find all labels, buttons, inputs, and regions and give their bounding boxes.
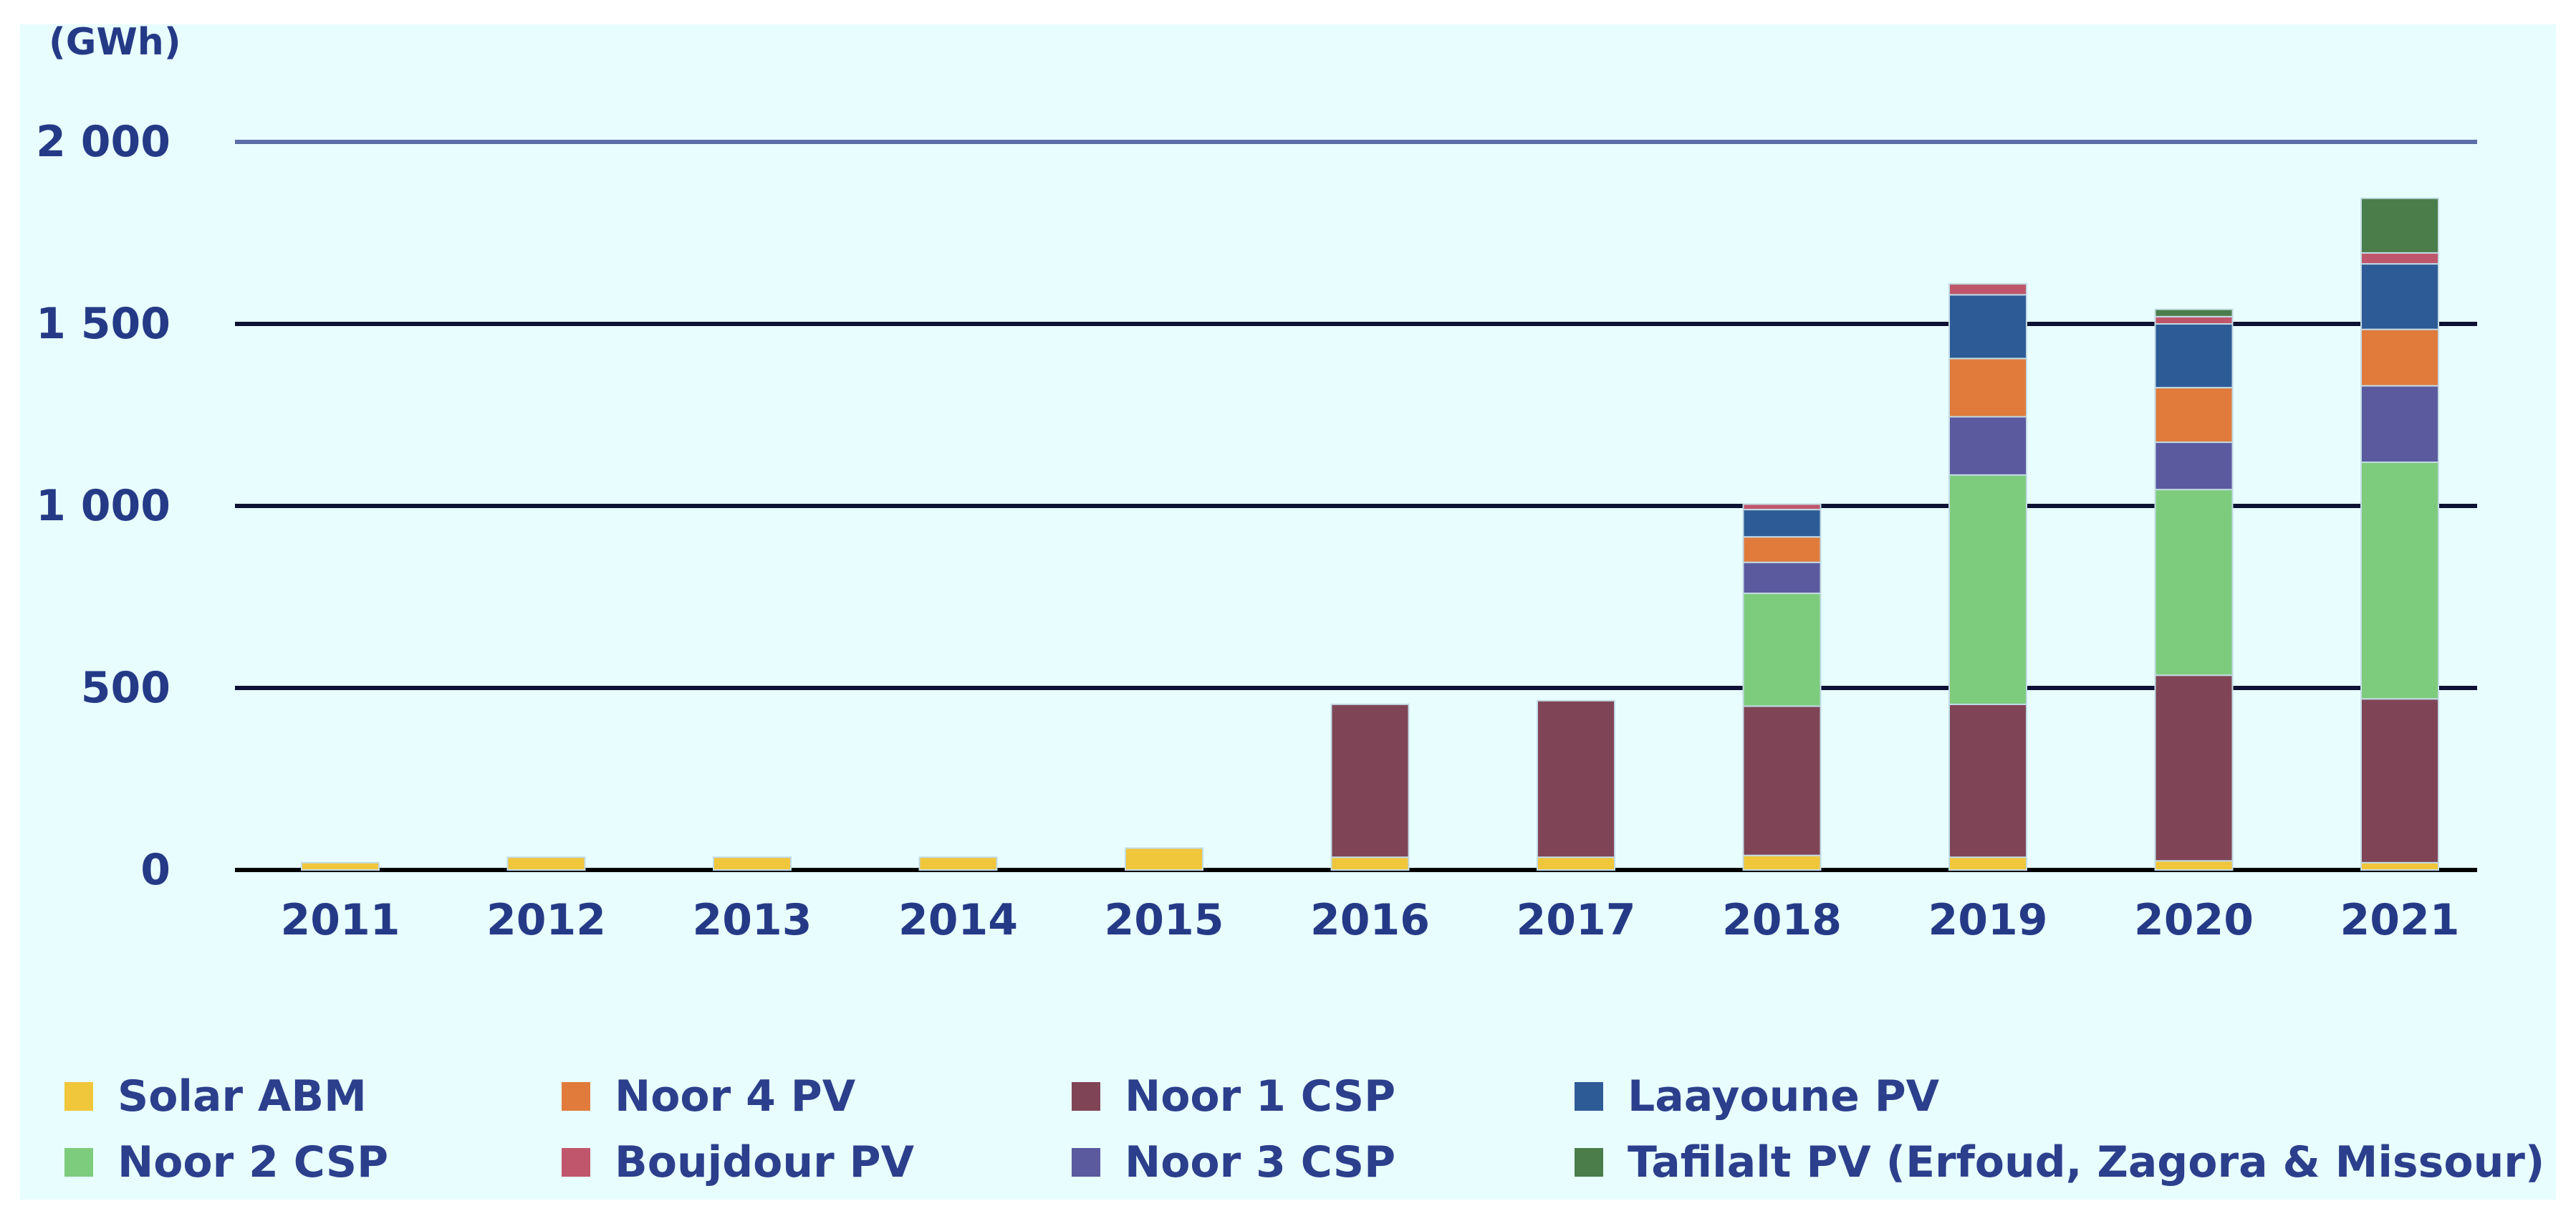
legend-label: Tafilalt PV (Erfoud, Zagora & Missour) (1628, 1137, 2544, 1187)
bar-segment (1742, 561, 1822, 594)
bar-segment (1948, 703, 2027, 859)
bar-segment (2360, 385, 2439, 464)
legend-item: Noor 3 CSP (1072, 1137, 1395, 1187)
x-tick-label: 2012 (486, 895, 606, 945)
bar-segment (1742, 503, 1822, 511)
bar-segment (2360, 328, 2439, 387)
bar-segment (2154, 386, 2234, 444)
bar-segment (2154, 315, 2234, 325)
bar-segment (1948, 856, 2027, 871)
bar-segment (713, 856, 792, 871)
bar-segment (2360, 263, 2439, 330)
bar-segment (2154, 489, 2234, 676)
y-tick-label: 1 000 (36, 481, 170, 531)
x-tick-label: 2017 (1517, 895, 1636, 945)
x-tick-label: 2016 (1310, 895, 1430, 945)
legend-label: Noor 1 CSP (1125, 1071, 1395, 1122)
bar-segment (918, 856, 998, 871)
legend-swatch (562, 1148, 590, 1177)
y-tick-labels: 0 500 1 000 1 500 2 000 (36, 117, 170, 895)
bar-segment (1948, 474, 2027, 705)
bar-segment (506, 856, 586, 871)
x-tick-label: 2015 (1105, 895, 1224, 945)
legend-swatch (64, 1082, 93, 1111)
x-tick-label: 2013 (693, 895, 812, 945)
legend-label: Solar ABM (117, 1071, 367, 1122)
legend-item: Noor 2 CSP (64, 1137, 388, 1187)
legend-item: Noor 4 PV (562, 1071, 856, 1122)
legend-swatch (562, 1082, 590, 1111)
bar-segment (1948, 416, 2027, 476)
bar-segment (2360, 861, 2439, 871)
y-tick-label: 2 000 (36, 117, 170, 167)
bar-segment (2360, 252, 2439, 265)
bar-segment (2154, 308, 2234, 317)
bar-segment (1948, 358, 2027, 418)
y-tick-label: 1 500 (36, 299, 170, 349)
bar-segment (2154, 441, 2234, 491)
legend: Solar ABM Noor 4 PV Noor 1 CSP Laayoune PV N… (64, 1071, 2544, 1187)
legend-label: Noor 2 CSP (117, 1137, 388, 1187)
legend-swatch (64, 1148, 93, 1177)
legend-label: Boujdour PV (615, 1137, 915, 1187)
legend-label: Noor 4 PV (615, 1071, 856, 1122)
bar-segment (1330, 703, 1410, 859)
bar-segment (2154, 323, 2234, 388)
x-tick-label: 2021 (2340, 895, 2460, 945)
legend-swatch (1072, 1148, 1100, 1177)
x-tick-labels: 2011 2012 2013 2014 2015 2016 2017 2018 2019 2020… (281, 895, 2460, 945)
bar-segment (1948, 294, 2027, 360)
bar-segment (1125, 847, 1203, 871)
bar-segment (2154, 674, 2234, 862)
legend-item: Laayoune PV (1575, 1071, 1940, 1122)
x-tick-label: 2014 (898, 895, 1018, 945)
bar-segment (2360, 462, 2439, 700)
bar-segment (1742, 705, 1822, 856)
x-tick-label: 2018 (1722, 895, 1842, 945)
legend-swatch (1575, 1148, 1603, 1177)
bar-segment (2360, 698, 2439, 864)
y-tick-label: 500 (81, 663, 170, 713)
legend-swatch (1072, 1082, 1100, 1111)
bar-segment (1742, 536, 1822, 563)
bar-segment (2360, 197, 2439, 254)
x-tick-label: 2020 (2134, 895, 2254, 945)
unit-label: (GWh) (49, 24, 181, 64)
chart-panel: (GWh) 0 500 1 000 1 500 2 000 2011 2012 2013 20… (20, 24, 2556, 1200)
legend-item: Boujdour PV (562, 1137, 915, 1187)
bar-segment (1948, 283, 2027, 296)
legend-label: Noor 3 CSP (1125, 1137, 1395, 1187)
legend-item: Solar ABM (64, 1071, 367, 1122)
bar-segment (1330, 856, 1410, 871)
bar-segment (1537, 699, 1615, 859)
legend-item: Tafilalt PV (Erfoud, Zagora & Missour) (1575, 1137, 2544, 1187)
gridlines (235, 140, 2477, 872)
x-tick-label: 2011 (281, 895, 400, 945)
legend-label: Laayoune PV (1628, 1071, 1940, 1122)
bar-segment (1742, 592, 1822, 707)
bar-segment (1742, 509, 1822, 538)
x-tick-label: 2019 (1928, 895, 2048, 945)
bar-segment (1742, 854, 1822, 871)
legend-swatch (1575, 1082, 1603, 1111)
bars (301, 197, 2439, 871)
bar-segment (301, 861, 380, 871)
bar-segment (2154, 860, 2234, 871)
bar-segment (1537, 856, 1615, 871)
legend-item: Noor 1 CSP (1072, 1071, 1395, 1122)
y-tick-label: 0 (140, 845, 170, 895)
